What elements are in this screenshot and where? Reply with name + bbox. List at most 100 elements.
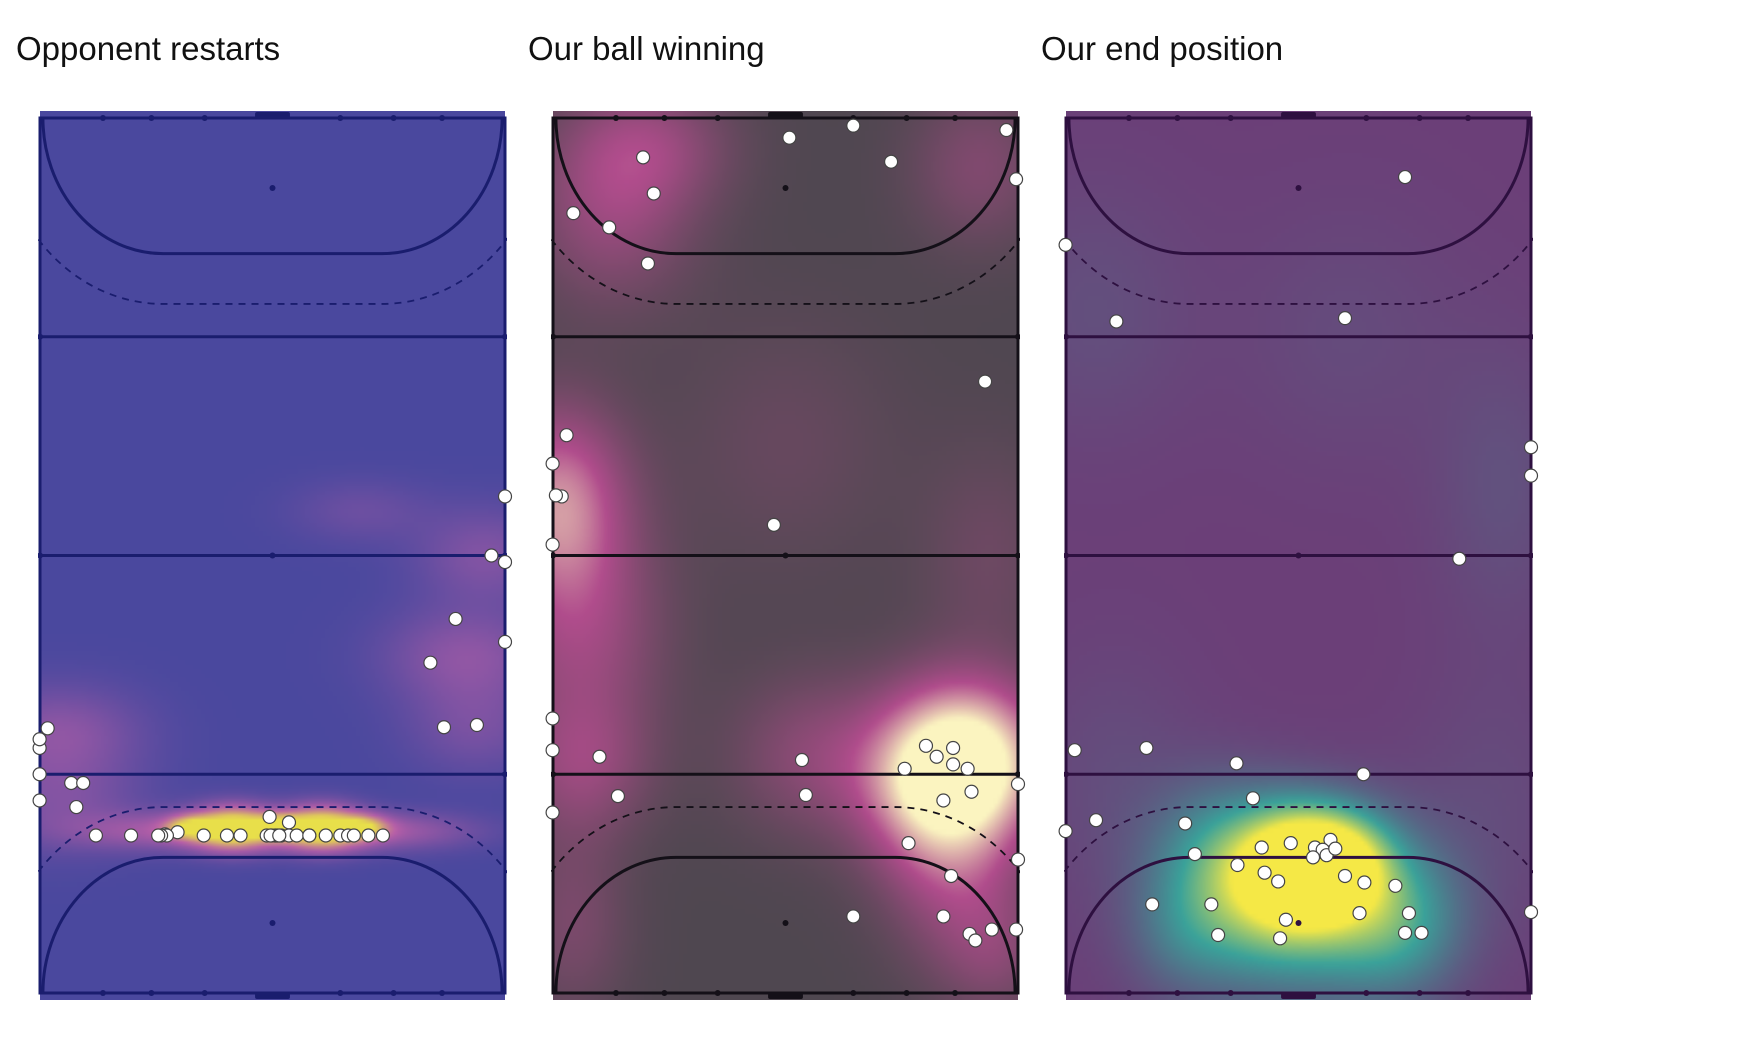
event-point: [1337, 868, 1353, 884]
event-points: [32, 489, 513, 843]
line-marker: [551, 552, 556, 559]
backline-marker: [1227, 990, 1234, 996]
backline-marker: [612, 115, 619, 121]
event-point: [646, 186, 661, 201]
event-point: [635, 150, 651, 165]
event-point: [32, 732, 47, 747]
line-marker: [1064, 333, 1069, 340]
event-point: [1397, 925, 1413, 940]
event-point: [1414, 925, 1429, 940]
event-point: [1523, 440, 1539, 455]
penalty-spot: [782, 185, 789, 191]
center-spot: [269, 552, 276, 559]
event-point: [977, 374, 993, 389]
event-point: [423, 655, 438, 670]
event-point: [545, 537, 560, 552]
event-point: [960, 761, 975, 776]
line-marker: [502, 333, 507, 340]
line-marker: [38, 333, 43, 340]
backline-marker: [714, 115, 721, 121]
backline-marker: [337, 990, 344, 996]
event-point: [1109, 314, 1124, 329]
event-point: [945, 740, 961, 756]
event-point: [640, 256, 656, 271]
backline-marker: [952, 115, 959, 121]
event-point: [64, 775, 79, 791]
line-marker: [1528, 552, 1533, 559]
line-marker: [502, 771, 507, 778]
penalty-spot: [782, 920, 789, 926]
shooting-circle: [1067, 117, 1530, 256]
backline-marker: [390, 115, 397, 121]
event-point: [944, 868, 959, 884]
event-point: [1272, 931, 1288, 946]
event-point: [545, 805, 560, 820]
event-point: [1010, 852, 1026, 867]
event-point: [566, 206, 581, 221]
backline-marker: [850, 990, 857, 996]
event-point: [782, 130, 797, 145]
event-point: [1187, 846, 1202, 862]
event-point: [1245, 791, 1261, 806]
event-point: [846, 118, 861, 133]
backline-marker: [952, 990, 959, 996]
event-point: [1010, 776, 1026, 792]
goal: [1281, 112, 1316, 119]
event-point: [897, 761, 912, 776]
backline-marker: [1363, 115, 1370, 121]
event-point: [1204, 897, 1219, 912]
shooting-circle: [41, 117, 504, 256]
event-point: [281, 815, 297, 830]
backline-marker: [1174, 115, 1181, 121]
event-point: [1145, 897, 1160, 912]
event-point: [1523, 904, 1539, 920]
penalty-spot: [269, 185, 276, 191]
event-point: [318, 828, 333, 843]
event-point: [76, 775, 91, 791]
goal: [1281, 992, 1316, 999]
event-point: [484, 548, 499, 563]
line-marker: [1064, 552, 1069, 559]
event-point: [936, 793, 951, 808]
backline-marker: [1465, 115, 1472, 121]
event-point: [123, 828, 139, 843]
event-point: [272, 828, 287, 843]
goal: [768, 992, 803, 999]
event-point: [1328, 841, 1343, 856]
event-point: [1278, 912, 1294, 927]
event-point: [497, 554, 513, 570]
event-point: [1008, 922, 1024, 937]
event-points: [545, 118, 1026, 948]
backline-marker: [99, 990, 106, 996]
event-point: [1088, 813, 1104, 828]
pitch-panel-2: [545, 111, 1026, 1000]
event-point: [32, 793, 47, 808]
backline-marker: [661, 115, 668, 121]
pitch-lines: [551, 112, 1020, 999]
event-point: [545, 743, 560, 758]
event-point: [918, 738, 934, 753]
backline-marker: [201, 115, 208, 121]
event-point: [262, 809, 277, 825]
event-point: [798, 787, 813, 803]
goal: [255, 112, 290, 119]
event-point: [1452, 551, 1467, 566]
event-points: [1058, 169, 1539, 946]
event-point: [1067, 743, 1082, 758]
backline-marker: [1416, 115, 1423, 121]
shooting-circle: [1067, 855, 1530, 994]
pitch-panel-3: [1058, 111, 1539, 1000]
event-point: [361, 828, 376, 843]
line-marker: [38, 552, 43, 559]
event-point: [936, 909, 951, 924]
event-point: [602, 220, 617, 235]
event-point: [69, 799, 84, 815]
backline-marker: [99, 115, 106, 121]
event-point: [1523, 468, 1539, 483]
event-point: [448, 611, 463, 627]
backline-marker: [1125, 115, 1132, 121]
event-point: [1352, 906, 1367, 921]
event-point: [766, 517, 781, 532]
event-point: [984, 922, 999, 937]
line-marker: [1064, 771, 1069, 778]
